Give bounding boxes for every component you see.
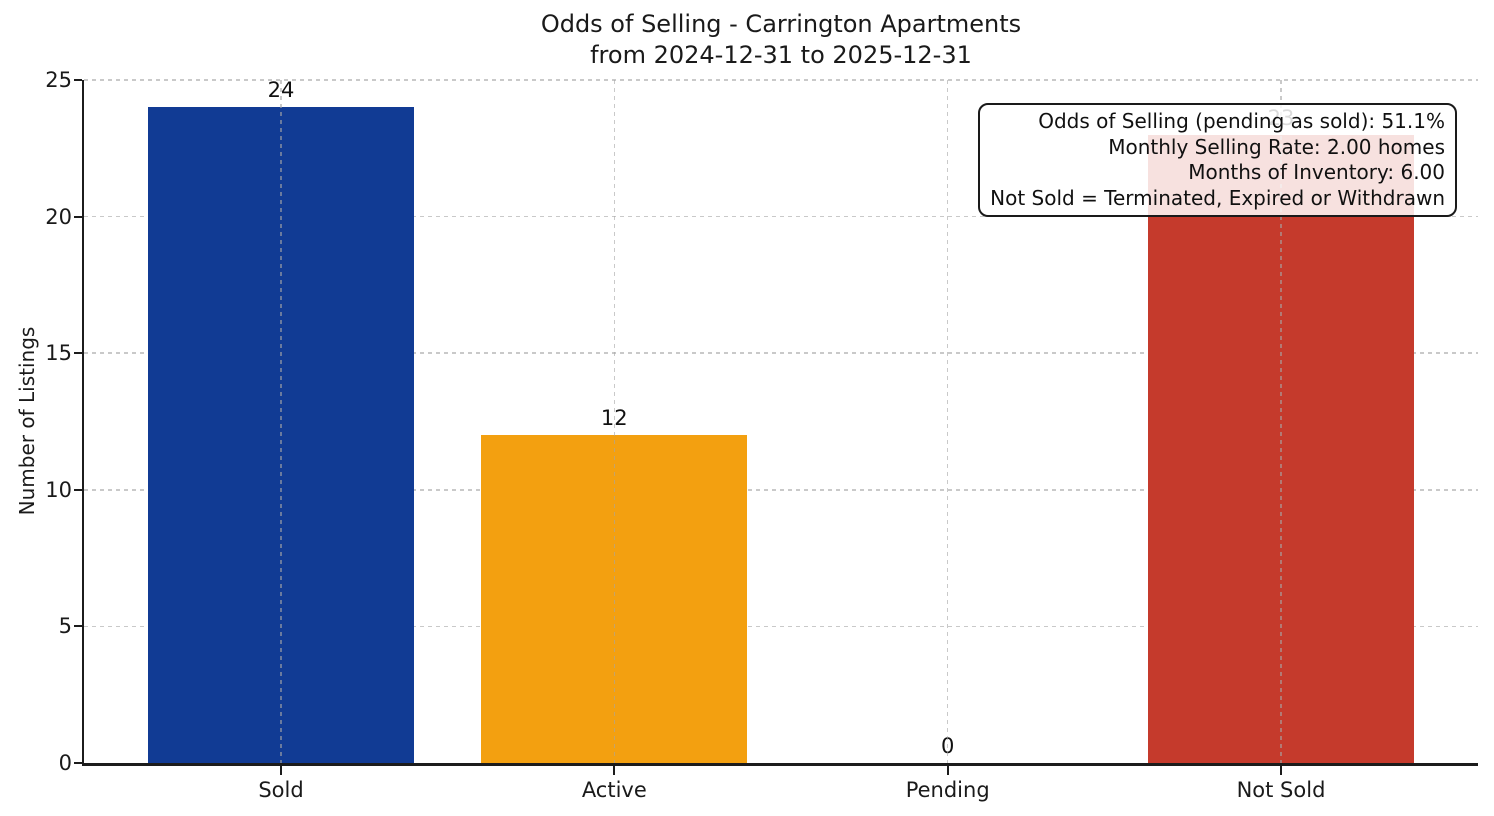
chart-title: Odds of Selling - Carrington Apartments … (84, 9, 1478, 71)
y-tick-mark (74, 215, 82, 218)
x-tick-mark (946, 766, 949, 775)
y-tick-mark (74, 625, 82, 628)
stats-annotation-box: Odds of Selling (pending as sold): 51.1%… (978, 103, 1457, 217)
chart-title-line1: Odds of Selling - Carrington Apartments (540, 10, 1022, 38)
y-tick-mark (74, 762, 82, 764)
annotation-months-of-inventory: Months of Inventory: 6.00 (1188, 160, 1445, 184)
y-gridline (84, 79, 1478, 81)
y-tick-label: 10 (45, 477, 72, 502)
x-gridline (280, 80, 282, 763)
x-gridline (946, 80, 949, 763)
y-gridline (84, 352, 1478, 354)
annotation-not-sold-definition: Not Sold = Terminated, Expired or Withdr… (990, 185, 1445, 210)
x-gridline (1280, 80, 1282, 763)
x-tick-label-not-sold: Not Sold (1236, 778, 1326, 802)
x-tick-label-sold: Sold (258, 778, 304, 802)
y-gridline (84, 489, 1478, 491)
x-axis-spine (82, 763, 1478, 766)
y-tick-label: 0 (58, 751, 72, 775)
annotation-odds-of-selling: Odds of Selling (pending as sold): 51.1% (1038, 109, 1445, 133)
y-tick-label: 15 (45, 341, 72, 366)
plot-area: Odds of Selling (pending as sold): 51.1%… (45, 68, 1478, 802)
y-tick-label: 20 (45, 204, 72, 229)
y-tick-label: 5 (58, 614, 72, 639)
annotation-monthly-selling-rate: Monthly Selling Rate: 2.00 homes (1108, 134, 1445, 159)
y-gridline (84, 215, 1478, 218)
y-tick-mark (74, 79, 82, 81)
y-gridline (84, 625, 1478, 628)
y-axis-spine (82, 80, 84, 763)
y-tick-label: 25 (45, 68, 72, 92)
y-tick-mark (74, 488, 82, 491)
x-tick-label-pending: Pending (905, 778, 990, 802)
x-tick-mark (280, 766, 282, 775)
y-tick-mark (74, 352, 82, 355)
chart-title-line2: from 2024-12-31 to 2025-12-31 (590, 41, 972, 69)
x-tick-label-active: Active (581, 778, 647, 802)
x-tick-mark (1280, 766, 1282, 775)
x-tick-mark (613, 766, 616, 775)
x-gridline (613, 80, 616, 763)
